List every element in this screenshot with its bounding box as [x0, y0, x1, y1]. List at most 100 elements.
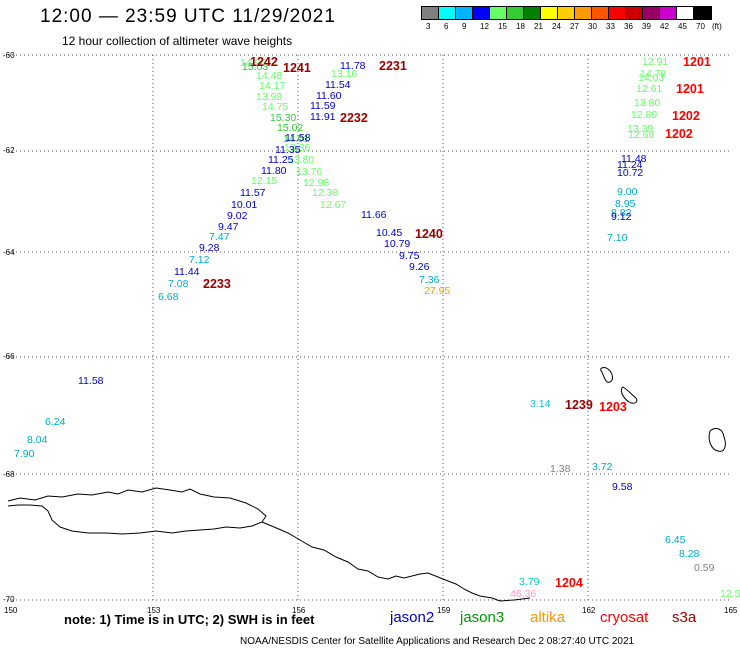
wave-height-value: 6.24 — [45, 416, 66, 428]
wave-height-value: 14.75 — [262, 101, 288, 113]
wave-height-value: 12.5 — [720, 588, 740, 600]
wave-height-value: 13.76 — [296, 166, 322, 178]
wave-height-value: 9.47 — [218, 221, 239, 233]
footnote: note: 1) Time is in UTC; 2) SWH is in fe… — [64, 612, 315, 627]
pass-number: 2232 — [340, 111, 368, 125]
wave-height-value: 7.90 — [14, 448, 35, 460]
pass-number: 1240 — [415, 227, 443, 241]
wave-height-value: 13.80 — [634, 97, 660, 109]
wave-height-value: 11.54 — [325, 79, 351, 91]
color-swatch — [660, 7, 677, 19]
color-swatch — [643, 7, 660, 19]
latitude-label: -60 — [3, 51, 15, 60]
color-swatch — [694, 7, 711, 19]
wave-height-value: 14.78 — [640, 68, 666, 80]
wave-height-value: 1.38 — [550, 463, 571, 475]
coastline — [7, 487, 531, 602]
wave-height-value: 0.59 — [694, 562, 715, 574]
color-scale-label: 24 — [552, 22, 561, 31]
wave-height-value: 8.82 — [611, 207, 632, 219]
color-scale-label: 27 — [570, 22, 579, 31]
color-scale-label: 70 — [696, 22, 705, 31]
pass-number: 1201 — [683, 55, 711, 69]
wave-height-value: 11.58 — [78, 375, 104, 387]
wave-height-value: 11.66 — [361, 209, 387, 221]
wave-height-value: 9.26 — [409, 261, 430, 273]
wave-height-value: 6.68 — [158, 291, 179, 303]
longitude-label: 156 — [292, 606, 306, 615]
wave-height-value: 11.80 — [261, 165, 287, 177]
wave-height-value: 15.03 — [242, 61, 268, 73]
wave-height-value: 14.48 — [256, 70, 282, 82]
wave-height-value: 11.91 — [310, 111, 336, 123]
wave-height-value: 14.03 — [638, 72, 664, 84]
wave-height-value: 11.60 — [316, 90, 342, 102]
pass-numbers: 1242 1241 2231 2232 2233 1240 1201 1201 1202 1202… — [203, 55, 711, 590]
wave-height-values: 14.9615.0314.4814.1713.9814.7515.3015.02… — [14, 56, 740, 600]
color-scale-label: 18 — [516, 22, 525, 31]
pass-number: 2233 — [203, 277, 231, 291]
color-swatch — [626, 7, 643, 19]
color-scale-label: 45 — [678, 22, 687, 31]
wave-height-value: 11.35 — [275, 144, 301, 156]
color-scale-label: 39 — [642, 22, 651, 31]
color-swatch — [609, 7, 626, 19]
wave-height-value: 11.58 — [285, 132, 311, 144]
color-swatch — [592, 7, 609, 19]
wave-height-value: 12.98 — [303, 177, 329, 189]
page-subtitle: 12 hour collection of altimeter wave hei… — [62, 34, 293, 48]
wave-height-value: 9.00 — [617, 186, 638, 198]
wave-height-value: 12.61 — [636, 83, 662, 95]
wave-height-value: 14.96 — [240, 57, 266, 69]
longitude-label: 165 — [724, 606, 738, 615]
longitude-labels: 150 153 156 159 162 165 — [4, 606, 738, 615]
wave-height-value: 10.79 — [384, 238, 410, 250]
wave-height-value: 46.36 — [510, 588, 536, 600]
legend-altika: altika — [530, 609, 566, 626]
wave-height-value: 7.36 — [419, 274, 440, 286]
wave-height-value: 10.72 — [617, 167, 643, 179]
wave-height-value: 9.58 — [612, 481, 633, 493]
pass-number: 1242 — [250, 55, 278, 69]
wave-height-value: 15.02 — [277, 122, 303, 134]
color-scale-label: 12 — [480, 22, 489, 31]
pass-number: 1202 — [672, 109, 700, 123]
longitude-label: 162 — [582, 606, 596, 615]
color-swatch — [541, 7, 558, 19]
longitude-label: 150 — [4, 606, 18, 615]
latitude-labels: -60 -62 -64 -66 -68 -70 — [3, 51, 15, 604]
pass-number: 1201 — [676, 82, 704, 96]
wave-height-value: 8.28 — [679, 548, 700, 560]
latitude-label: -62 — [3, 146, 15, 155]
wave-height-value: 9.12 — [611, 211, 632, 223]
pass-number: 1202 — [665, 127, 693, 141]
wave-height-value: 11.59 — [310, 100, 336, 112]
wave-height-value: 3.14 — [530, 398, 551, 410]
legend-jason3: jason3 — [460, 609, 505, 626]
color-scale-label: 9 — [462, 22, 467, 31]
color-scale-bar — [421, 6, 712, 20]
wave-height-value: 7.47 — [209, 231, 230, 243]
color-scale-label: 3 — [426, 22, 431, 31]
wave-height-value: 12.15 — [251, 175, 277, 187]
color-swatch — [490, 7, 507, 19]
wave-height-value: 7.12 — [189, 254, 210, 266]
color-scale-label: 15 — [498, 22, 507, 31]
color-swatch — [524, 7, 541, 19]
wave-height-value: 10.45 — [376, 227, 402, 239]
wave-height-value: 15.30 — [270, 112, 296, 124]
latitude-label: -64 — [3, 248, 15, 257]
pass-number: 1203 — [599, 400, 627, 414]
legend-jason2: jason2 — [390, 609, 435, 626]
wave-height-value: 7.08 — [168, 278, 189, 290]
wave-height-value: 12.91 — [642, 56, 668, 68]
wave-height-value: 13.39 — [627, 123, 653, 135]
wave-height-value: 11.25 — [268, 154, 294, 166]
wave-height-value: 11.78 — [340, 60, 366, 72]
wave-height-value: 6.45 — [665, 534, 686, 546]
color-swatch — [422, 7, 439, 19]
wave-height-value: 12.67 — [320, 199, 346, 211]
color-scale-label: 42 — [660, 22, 669, 31]
wave-height-value: 10.01 — [231, 199, 257, 211]
color-swatch — [575, 7, 592, 19]
